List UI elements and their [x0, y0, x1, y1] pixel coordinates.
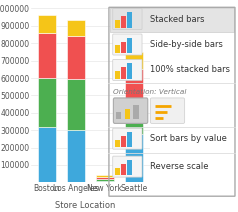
- Text: Orientation: Vertical: Orientation: Vertical: [113, 89, 187, 95]
- Bar: [134, 105, 139, 119]
- Bar: [115, 167, 120, 175]
- Bar: [127, 160, 132, 175]
- Bar: [96, 175, 114, 177]
- FancyBboxPatch shape: [113, 156, 142, 177]
- Text: Side-by-side bars: Side-by-side bars: [150, 40, 223, 49]
- Bar: [67, 130, 85, 182]
- Bar: [115, 20, 120, 28]
- Bar: [125, 52, 143, 69]
- Bar: [67, 20, 85, 36]
- Bar: [121, 16, 126, 28]
- Bar: [127, 38, 132, 53]
- Bar: [127, 63, 132, 79]
- Bar: [96, 177, 114, 179]
- Bar: [121, 42, 126, 53]
- FancyBboxPatch shape: [150, 98, 185, 123]
- Text: 100% stacked bars: 100% stacked bars: [150, 66, 230, 74]
- FancyBboxPatch shape: [113, 9, 142, 30]
- FancyBboxPatch shape: [113, 34, 142, 55]
- Bar: [125, 104, 143, 134]
- Text: Stacked bars: Stacked bars: [150, 15, 205, 24]
- Bar: [38, 33, 56, 78]
- Text: Reverse scale: Reverse scale: [150, 162, 209, 171]
- FancyBboxPatch shape: [113, 60, 142, 81]
- Bar: [125, 69, 143, 104]
- Bar: [115, 71, 120, 79]
- FancyBboxPatch shape: [113, 98, 148, 123]
- Bar: [38, 78, 56, 127]
- Bar: [67, 36, 85, 79]
- Bar: [38, 15, 56, 33]
- Bar: [67, 79, 85, 130]
- Text: Store Location: Store Location: [55, 201, 116, 210]
- Bar: [115, 140, 120, 147]
- Bar: [115, 46, 120, 53]
- Bar: [127, 13, 132, 28]
- Bar: [121, 67, 126, 79]
- Bar: [109, 8, 234, 32]
- Bar: [121, 136, 126, 147]
- Bar: [127, 132, 132, 147]
- Bar: [124, 109, 130, 119]
- Bar: [125, 134, 143, 182]
- Text: Sort bars by value: Sort bars by value: [150, 134, 227, 143]
- Bar: [96, 181, 114, 182]
- Bar: [116, 112, 121, 119]
- Bar: [96, 179, 114, 181]
- Bar: [38, 127, 56, 182]
- FancyBboxPatch shape: [113, 128, 142, 149]
- Bar: [121, 164, 126, 175]
